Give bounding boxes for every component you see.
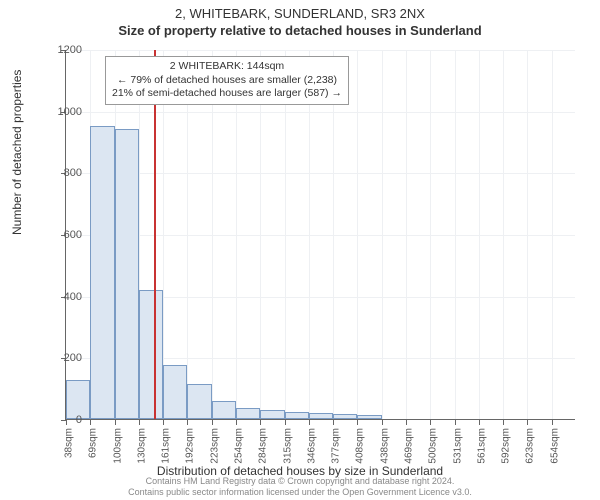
- x-tick-label: 161sqm: [161, 428, 172, 464]
- x-tick-label: 377sqm: [331, 428, 342, 464]
- x-tick-label: 408sqm: [355, 428, 366, 464]
- y-tick-label: 800: [42, 167, 82, 179]
- histogram-bar: [260, 410, 284, 419]
- footer-attribution: Contains HM Land Registry data © Crown c…: [0, 476, 600, 498]
- x-tick-mark: [527, 420, 528, 425]
- x-tick-label: 346sqm: [306, 428, 317, 464]
- x-tick-label: 192sqm: [185, 428, 196, 464]
- histogram-bar: [285, 412, 309, 419]
- x-tick-label: 531sqm: [452, 428, 463, 464]
- gridline-h: [66, 235, 575, 236]
- annotation-box: 2 WHITEBARK: 144sqm ← 79% of detached ho…: [105, 56, 349, 105]
- y-axis-label: Number of detached properties: [10, 70, 24, 235]
- x-tick-label: 623sqm: [525, 428, 536, 464]
- x-tick-mark: [382, 420, 383, 425]
- histogram-bar: [333, 414, 357, 419]
- x-tick-mark: [285, 420, 286, 425]
- x-tick-label: 592sqm: [501, 428, 512, 464]
- histogram-bar: [139, 290, 163, 420]
- histogram-bar: [90, 126, 114, 419]
- x-tick-mark: [260, 420, 261, 425]
- x-tick-label: 284sqm: [258, 428, 269, 464]
- x-tick-label: 223sqm: [209, 428, 220, 464]
- address-line: 2, WHITEBARK, SUNDERLAND, SR3 2NX: [0, 0, 600, 21]
- histogram-bar: [187, 384, 211, 419]
- x-tick-mark: [479, 420, 480, 425]
- annotation-line-1: 2 WHITEBARK: 144sqm: [112, 60, 342, 74]
- chart-subtitle: Size of property relative to detached ho…: [0, 21, 600, 38]
- plot-area: 38sqm69sqm100sqm130sqm161sqm192sqm223sqm…: [65, 50, 575, 420]
- x-tick-label: 69sqm: [88, 428, 99, 458]
- y-tick-label: 1000: [42, 106, 82, 118]
- x-tick-mark: [90, 420, 91, 425]
- x-tick-mark: [236, 420, 237, 425]
- histogram-bar: [357, 415, 381, 419]
- gridline-h: [66, 112, 575, 113]
- x-tick-label: 500sqm: [428, 428, 439, 464]
- x-tick-label: 315sqm: [282, 428, 293, 464]
- x-tick-label: 38sqm: [64, 428, 75, 458]
- x-tick-label: 438sqm: [379, 428, 390, 464]
- footer-line-2: Contains public sector information licen…: [0, 487, 600, 498]
- x-tick-label: 469sqm: [404, 428, 415, 464]
- x-tick-mark: [163, 420, 164, 425]
- chart-container: 2, WHITEBARK, SUNDERLAND, SR3 2NX Size o…: [0, 0, 600, 500]
- x-tick-label: 130sqm: [136, 428, 147, 464]
- histogram-bar: [163, 365, 187, 419]
- gridline-h: [66, 50, 575, 51]
- histogram-bar: [212, 401, 236, 420]
- annotation-line-3: 21% of semi-detached houses are larger (…: [112, 87, 342, 101]
- x-tick-mark: [309, 420, 310, 425]
- y-tick-label: 400: [42, 291, 82, 303]
- x-tick-mark: [430, 420, 431, 425]
- x-tick-label: 561sqm: [476, 428, 487, 464]
- x-tick-mark: [503, 420, 504, 425]
- x-tick-label: 254sqm: [234, 428, 245, 464]
- reference-line: [154, 50, 156, 419]
- histogram-bar: [236, 408, 260, 419]
- x-tick-mark: [139, 420, 140, 425]
- histogram-bar: [115, 129, 139, 419]
- y-tick-label: 1200: [42, 44, 82, 56]
- y-tick-label: 200: [42, 352, 82, 364]
- x-tick-label: 100sqm: [112, 428, 123, 464]
- y-tick-label: 600: [42, 229, 82, 241]
- annotation-line-2: ← 79% of detached houses are smaller (2,…: [112, 74, 342, 88]
- gridline-h: [66, 173, 575, 174]
- x-tick-mark: [333, 420, 334, 425]
- histogram-bar: [309, 413, 333, 419]
- x-tick-mark: [455, 420, 456, 425]
- x-tick-mark: [212, 420, 213, 425]
- x-tick-mark: [552, 420, 553, 425]
- footer-line-1: Contains HM Land Registry data © Crown c…: [0, 476, 600, 487]
- y-tick-label: 0: [42, 414, 82, 426]
- x-tick-mark: [115, 420, 116, 425]
- x-tick-label: 654sqm: [549, 428, 560, 464]
- x-tick-mark: [406, 420, 407, 425]
- x-tick-mark: [357, 420, 358, 425]
- x-tick-mark: [187, 420, 188, 425]
